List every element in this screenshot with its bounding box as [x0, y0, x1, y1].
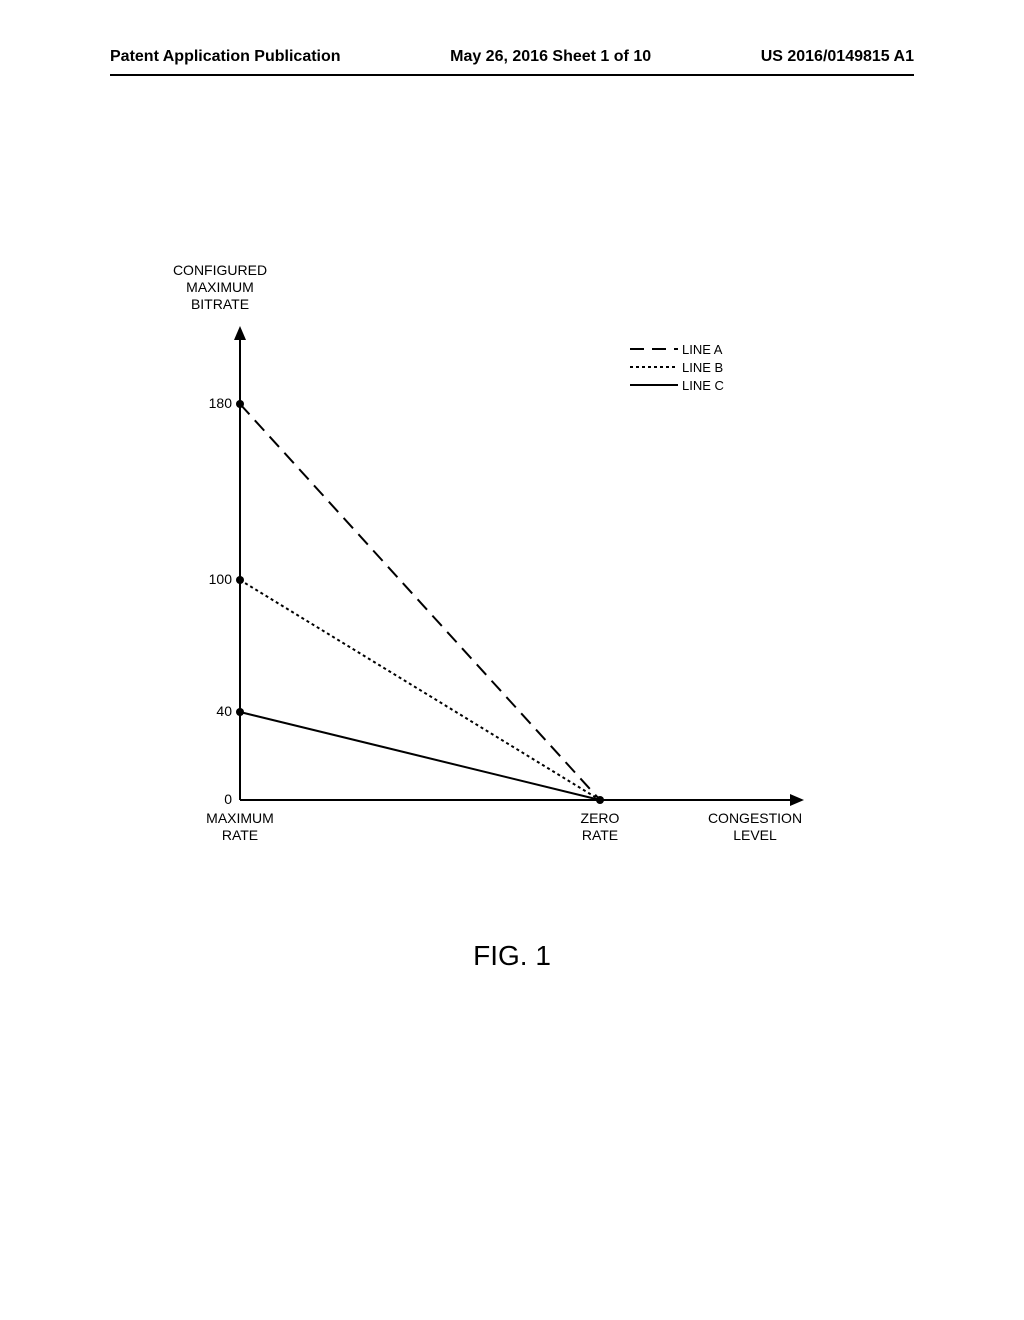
figure-caption: FIG. 1 [0, 940, 1024, 972]
legend-swatch-b [630, 358, 678, 376]
y-tick-40: 40 [196, 703, 232, 719]
header-center: May 26, 2016 Sheet 1 of 10 [450, 48, 651, 66]
x-label-zero-rate: ZERO RATE [570, 810, 630, 844]
legend-label-b: LINE B [682, 360, 723, 375]
legend-row-b: LINE B [630, 358, 724, 376]
legend-swatch-c [630, 376, 678, 394]
chart-svg [180, 320, 820, 880]
y-tick-0: 0 [196, 791, 232, 807]
header-right: US 2016/0149815 A1 [761, 48, 914, 66]
x-label-max-l1: MAXIMUM [190, 810, 290, 827]
x-label-zero-l1: ZERO [570, 810, 630, 827]
x-axis-title-l2: LEVEL [690, 827, 820, 844]
legend: LINE A LINE B LINE C [630, 340, 724, 394]
x-label-max-rate: MAXIMUM RATE [190, 810, 290, 844]
x-label-zero-l2: RATE [570, 827, 630, 844]
header-left: Patent Application Publication [110, 48, 341, 66]
y-tick-100: 100 [196, 571, 232, 587]
page-header: Patent Application Publication May 26, 2… [0, 48, 1024, 66]
legend-label-c: LINE C [682, 378, 724, 393]
x-axis-title-l1: CONGESTION [690, 810, 820, 827]
y-axis-title-l3: BITRATE [150, 296, 290, 313]
chart: CONFIGURED MAXIMUM BITRATE 180 100 40 0 … [180, 320, 820, 880]
header-rule [110, 74, 914, 76]
y-tick-180: 180 [196, 395, 232, 411]
y-axis-title-l2: MAXIMUM [150, 279, 290, 296]
legend-label-a: LINE A [682, 342, 722, 357]
legend-swatch-a [630, 340, 678, 358]
legend-row-c: LINE C [630, 376, 724, 394]
y-axis-title: CONFIGURED MAXIMUM BITRATE [150, 262, 290, 312]
y-axis-title-l1: CONFIGURED [150, 262, 290, 279]
x-label-max-l2: RATE [190, 827, 290, 844]
legend-row-a: LINE A [630, 340, 724, 358]
x-axis-title: CONGESTION LEVEL [690, 810, 820, 844]
